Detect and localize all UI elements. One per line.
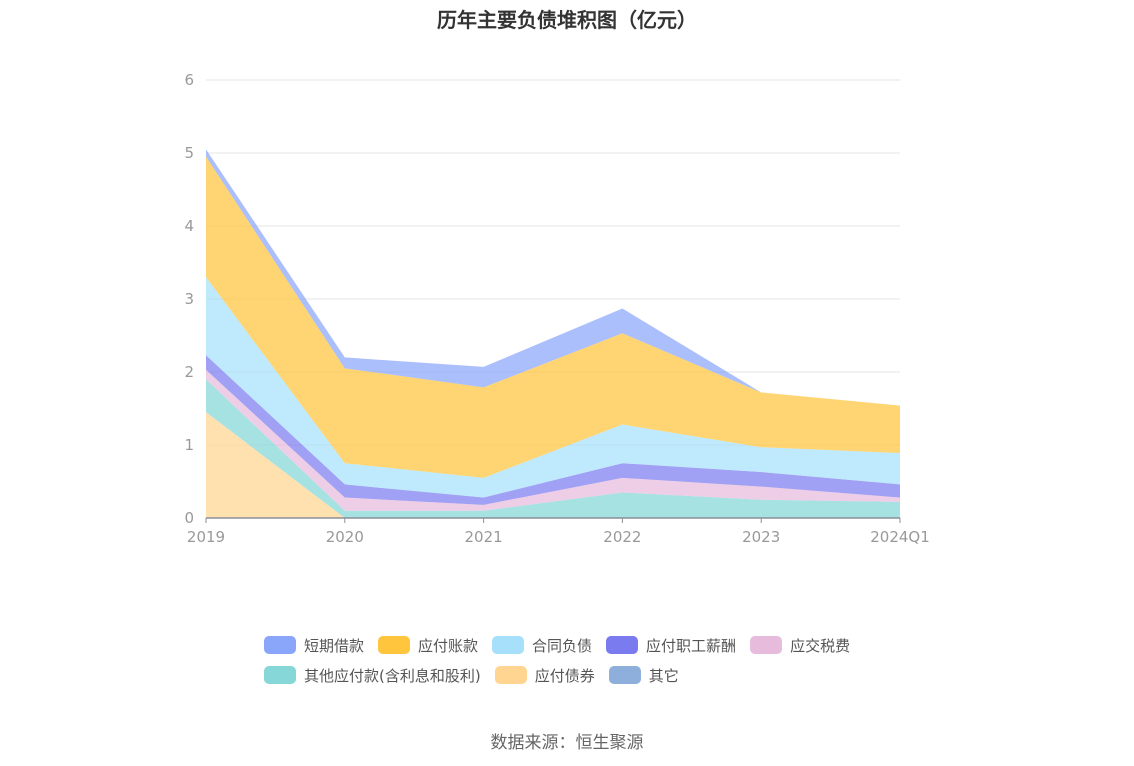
area-series [206,277,900,498]
y-tick-label: 3 [184,290,194,308]
legend-swatch [606,636,639,654]
area-series [206,156,900,478]
x-tick-label: 2021 [465,528,503,546]
x-tick-label: 2019 [187,528,225,546]
area-series [206,369,900,511]
x-tick-label: 2020 [326,528,364,546]
area-series [206,379,900,518]
legend-label: 应付职工薪酬 [646,636,737,655]
legend-item[interactable]: 应交税费 [750,635,850,656]
legend-swatch [264,666,296,684]
axis-layer: 0 1 2 3 4 5 6 2019 2020 2021 2022 2023 2024Q1 [184,71,929,546]
legend-row: 短期借款 应付账款 合同负债 应付职工薪酬 应交税费 [264,630,904,660]
y-tick-label: 1 [184,436,194,454]
area-series [206,149,900,406]
legend-label: 短期借款 [304,636,365,655]
legend-item[interactable]: 应付账款 [378,635,478,656]
x-tick-label: 2022 [603,528,641,546]
legend-swatch [494,666,527,684]
x-tick-label: 2024Q1 [870,528,930,546]
chart-title: 历年主要负债堆积图（亿元） [437,8,697,32]
legend-item[interactable]: 其他应付款(含利息和股利) [264,665,481,686]
legend-label: 其他应付款(含利息和股利) [304,666,481,685]
legend-swatch [608,666,641,684]
area-layer [206,149,900,518]
y-tick-label: 6 [184,71,194,89]
legend-swatch [492,636,525,654]
x-tick-label: 2023 [742,528,780,546]
y-tick-label: 4 [184,217,194,235]
legend-row: 其他应付款(含利息和股利) 应付债券 其它 [264,660,904,690]
source-text: 数据来源：恒生聚源 [490,733,644,753]
legend-item[interactable]: 应付职工薪酬 [606,635,736,656]
y-tick-label: 0 [184,509,194,527]
legend-item[interactable]: 其它 [608,665,679,686]
legend-swatch [378,636,411,654]
legend-label: 应付账款 [418,636,479,655]
legend-label: 应交税费 [790,636,851,655]
y-tick-label: 5 [184,144,194,162]
legend-label: 其它 [648,666,679,685]
area-series [206,412,900,518]
legend-label: 应付债券 [534,666,595,685]
legend-label: 合同负债 [532,636,593,655]
area-series [206,355,900,505]
y-tick-label: 2 [184,363,194,381]
legend-swatch [750,636,783,654]
legend-swatch [264,636,296,654]
stacked-area-chart: 0 1 2 3 4 5 6 2019 2020 2021 2022 2023 2024Q1 [184,71,929,546]
legend-item[interactable]: 合同负债 [492,635,592,656]
legend-item[interactable]: 短期借款 [264,635,364,656]
legend: 短期借款 应付账款 合同负债 应付职工薪酬 应交税费 其他应付款(含利息和股利) 应付债券… [264,630,904,690]
legend-item[interactable]: 应付债券 [494,665,595,686]
